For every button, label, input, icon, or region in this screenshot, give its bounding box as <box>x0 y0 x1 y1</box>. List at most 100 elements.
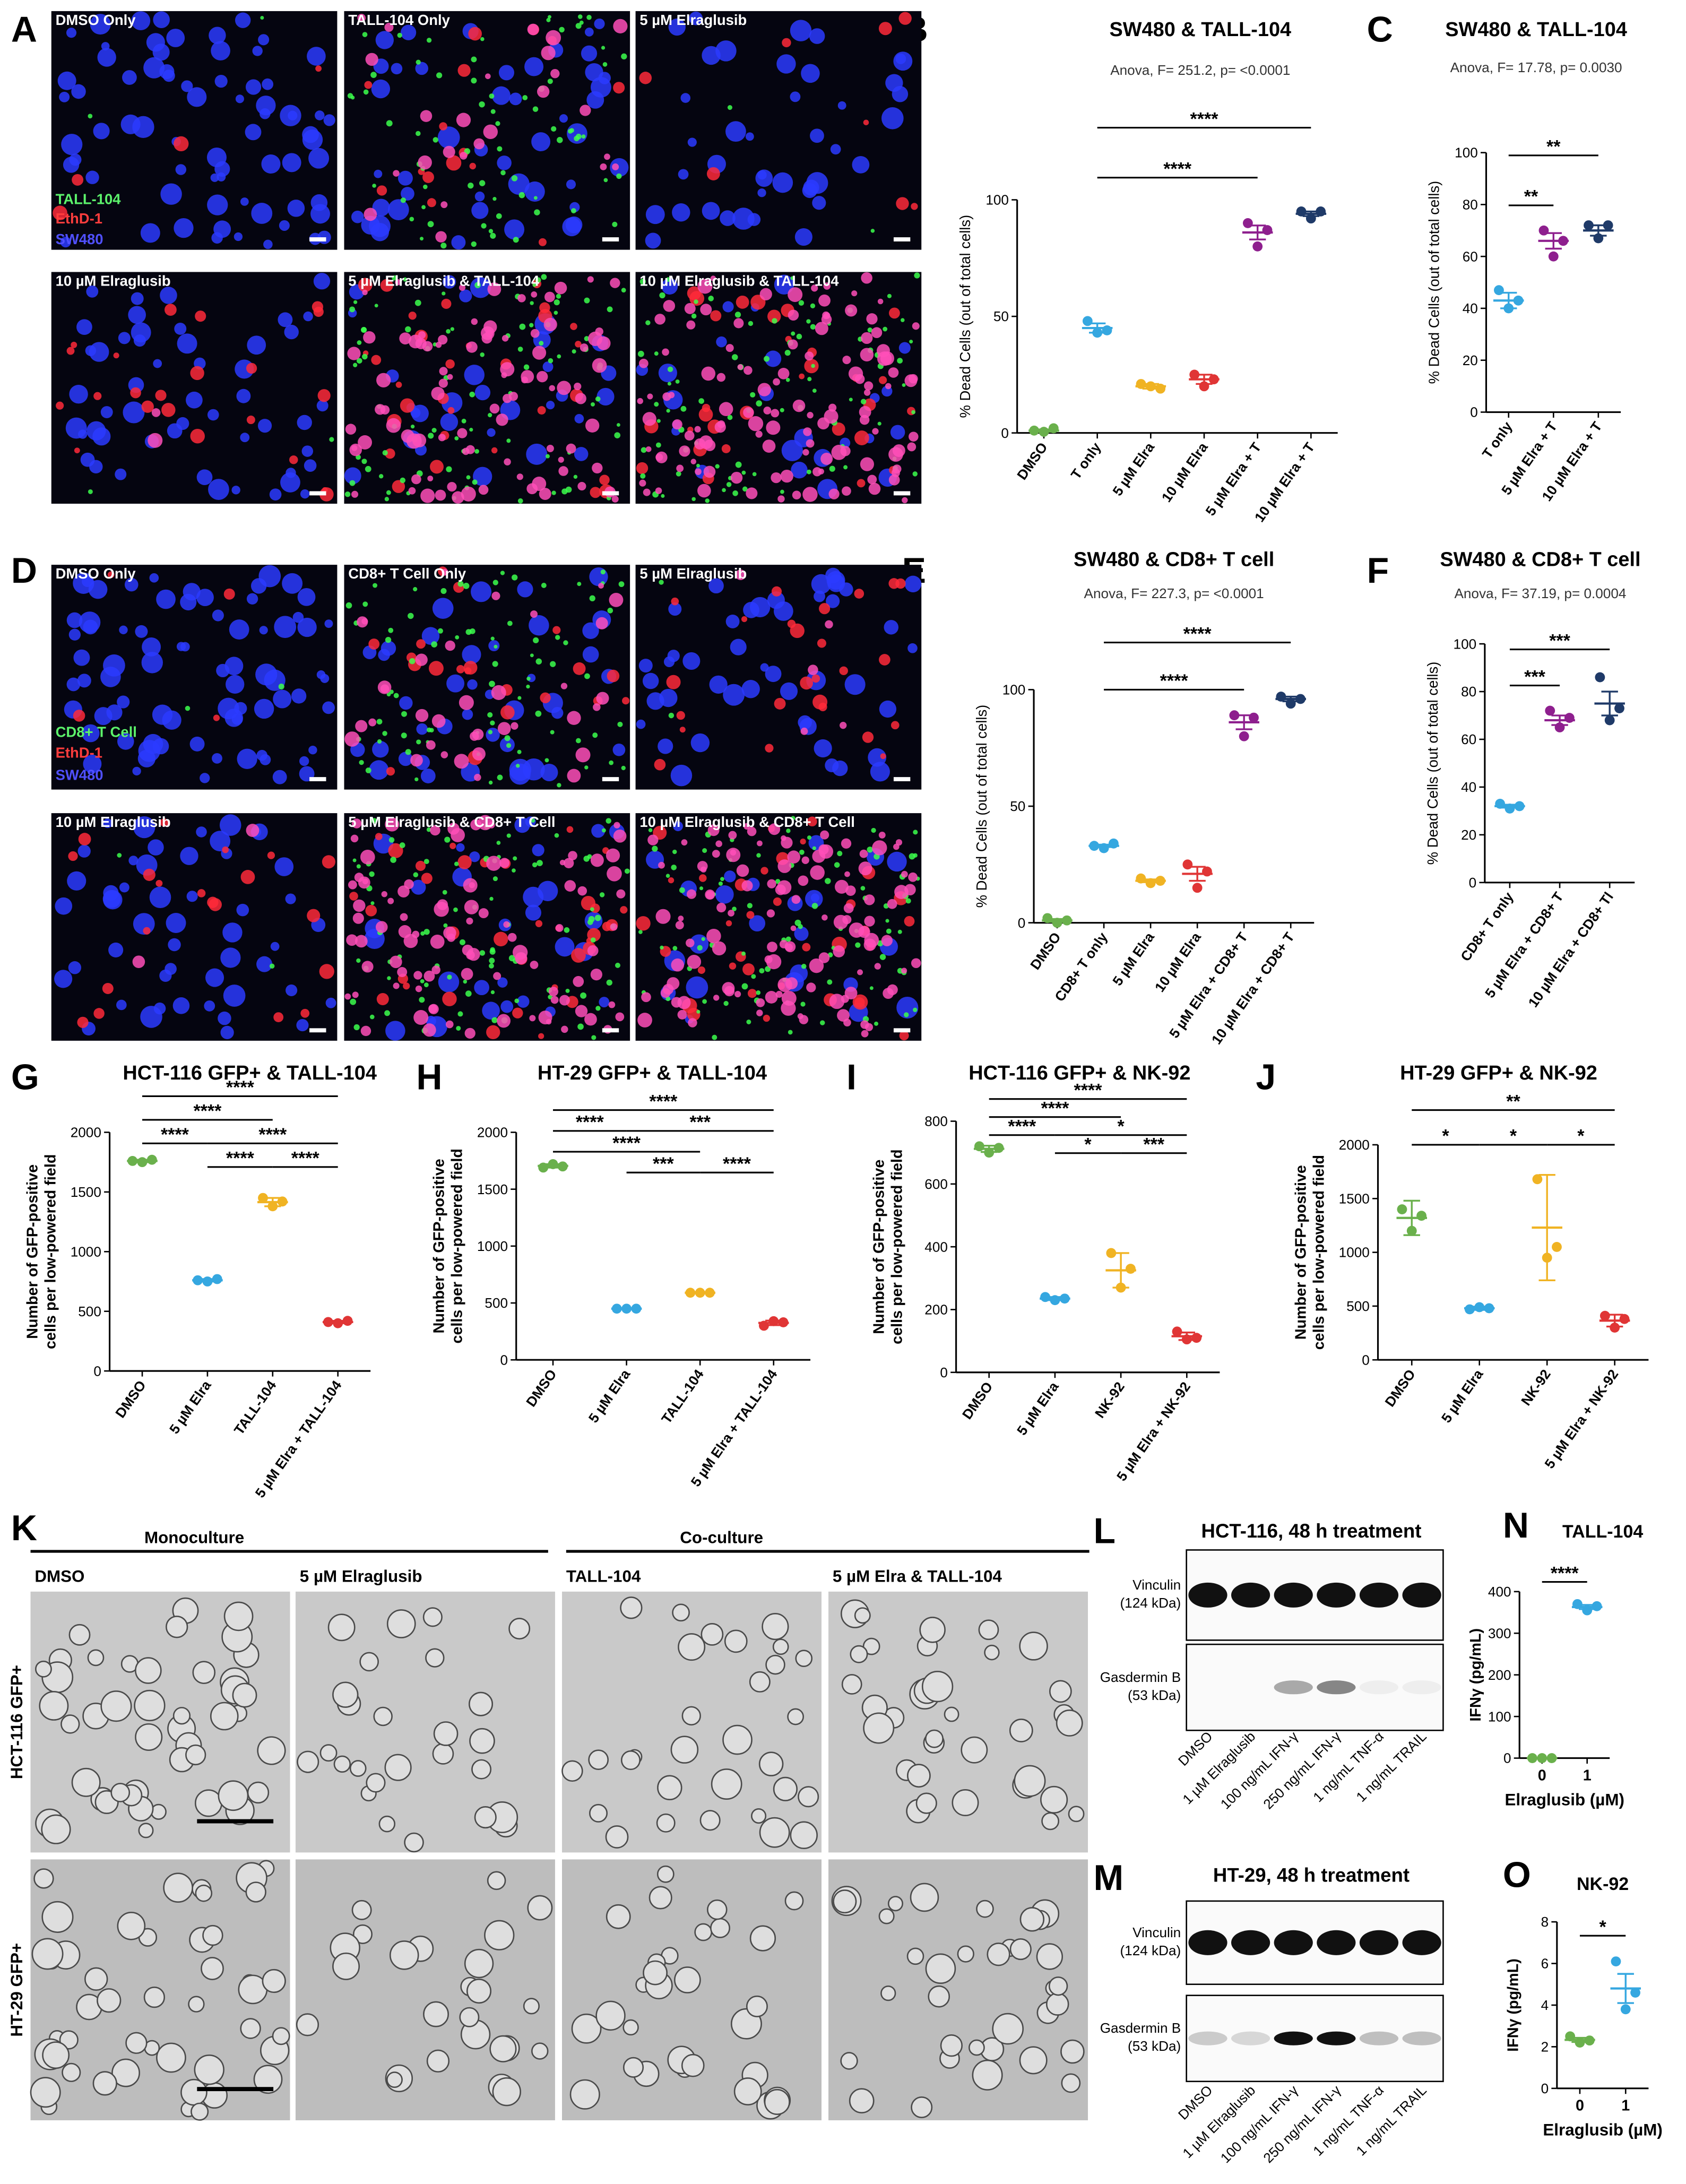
y-axis-label: Number of GFP-positive <box>1293 1165 1310 1340</box>
cell <box>501 372 507 378</box>
cell <box>715 464 720 469</box>
cell <box>235 94 244 103</box>
cell <box>403 277 408 282</box>
cell <box>537 860 543 867</box>
cell <box>863 938 876 951</box>
cell <box>315 65 322 72</box>
cell <box>130 387 141 399</box>
cell <box>429 728 434 733</box>
cell <box>557 354 561 359</box>
cell <box>607 306 613 313</box>
cell <box>613 822 620 828</box>
cell <box>858 926 870 938</box>
cell <box>851 290 858 297</box>
cell <box>810 303 816 308</box>
cell <box>87 421 106 441</box>
cell <box>480 37 485 41</box>
cell <box>787 1708 805 1725</box>
cell <box>784 350 791 356</box>
cell <box>420 979 425 983</box>
cell <box>386 490 391 495</box>
scale-bar <box>893 237 911 241</box>
cell <box>797 1013 803 1020</box>
cell <box>208 479 229 500</box>
x-axis-label: Elraglusib (µM) <box>1543 2121 1662 2139</box>
cell <box>735 461 742 468</box>
cell <box>118 332 131 344</box>
cell <box>646 692 664 710</box>
micrograph-label: DMSO Only <box>56 565 136 582</box>
cell <box>877 298 884 305</box>
cell <box>825 878 831 884</box>
cell <box>377 680 392 694</box>
blot-band <box>1402 2031 1441 2045</box>
cell <box>575 747 591 763</box>
cell <box>188 1996 205 2013</box>
cell <box>446 466 452 472</box>
cell <box>469 1728 495 1754</box>
cell <box>984 1644 1000 1661</box>
cell <box>805 890 823 908</box>
cell <box>352 991 359 998</box>
cell <box>474 191 485 202</box>
cell <box>822 311 830 320</box>
cell <box>556 137 563 143</box>
cell <box>478 485 489 495</box>
cell <box>580 343 589 352</box>
cell <box>924 1729 944 1748</box>
y-tick-label: 0 <box>1503 1750 1511 1766</box>
cell <box>89 342 109 362</box>
cell <box>393 693 399 698</box>
cell <box>322 701 335 714</box>
data-point <box>1552 1242 1562 1252</box>
cell <box>426 2049 450 2073</box>
blot-band <box>1317 2031 1356 2045</box>
error-bar <box>264 1197 281 1207</box>
cell <box>353 362 358 367</box>
cell <box>131 11 151 31</box>
cell <box>798 875 809 886</box>
cell <box>236 903 249 917</box>
cell <box>272 770 287 784</box>
cell <box>409 217 414 222</box>
cell <box>881 107 904 130</box>
cell <box>571 2013 602 2044</box>
cell <box>667 366 673 373</box>
cell <box>224 709 243 727</box>
cell <box>459 695 474 710</box>
cell <box>672 1603 690 1622</box>
cell <box>830 144 841 155</box>
cell <box>767 879 776 888</box>
cell <box>278 684 284 690</box>
cell <box>371 818 377 824</box>
error-bar <box>544 1163 561 1169</box>
cell <box>416 723 428 735</box>
significance-label: **** <box>226 1149 255 1169</box>
cell <box>577 886 587 896</box>
cell <box>471 77 477 84</box>
cell <box>212 753 222 764</box>
cell <box>877 421 881 426</box>
cell <box>852 156 870 174</box>
cell <box>435 489 446 501</box>
cell <box>97 48 116 67</box>
cell <box>492 876 498 882</box>
cell <box>699 886 704 891</box>
cell <box>732 208 755 230</box>
cell <box>469 428 473 432</box>
significance-label: * <box>1577 1126 1585 1146</box>
cell <box>554 310 558 315</box>
cell <box>587 331 603 347</box>
y-tick-label: 1500 <box>71 1184 101 1200</box>
cell <box>1049 1680 1072 1703</box>
cell <box>491 86 511 105</box>
cell <box>687 286 701 300</box>
cell <box>747 213 761 226</box>
cell <box>681 2053 705 2077</box>
cell <box>593 703 601 711</box>
cell <box>776 54 796 74</box>
cell <box>782 38 791 48</box>
cell <box>529 323 534 327</box>
significance-label: **** <box>258 1125 287 1145</box>
